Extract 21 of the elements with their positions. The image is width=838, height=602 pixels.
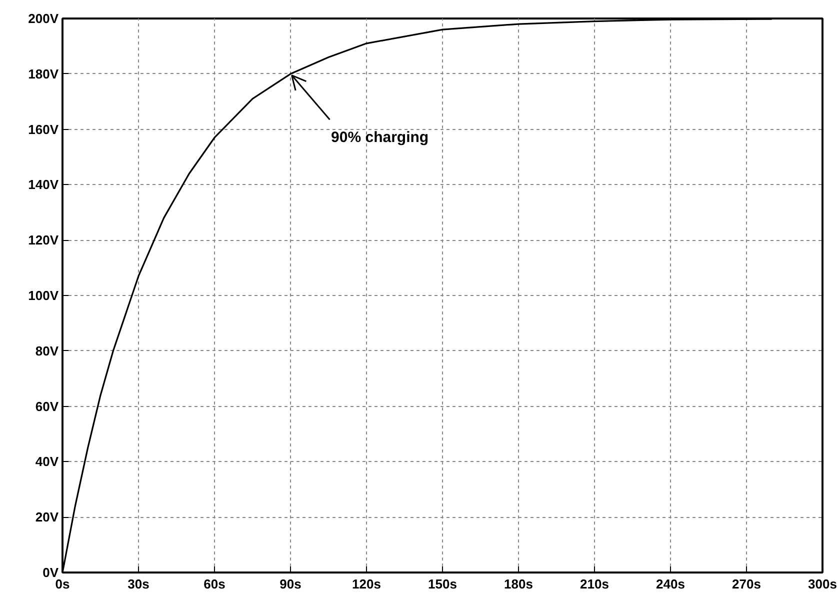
x-tick-label: 30s (128, 576, 150, 592)
y-tick-label: 160V (28, 122, 59, 137)
x-tick-label: 270s (732, 576, 761, 592)
y-tick-label: 180V (28, 66, 59, 82)
x-tick-label: 240s (656, 576, 685, 592)
y-tick-label: 20V (35, 510, 59, 525)
y-tick-label: 60V (35, 398, 59, 414)
x-tick-label: 60s (204, 576, 226, 592)
y-tick-label: 100V (28, 288, 59, 303)
x-tick-label: 90s (280, 576, 302, 592)
x-tick-label: 120s (352, 576, 381, 592)
annotation: 90% charging (331, 129, 429, 146)
x-tick-label: 150s (428, 576, 457, 592)
y-tick-label: 40V (35, 454, 59, 470)
x-tick-label: 210s (580, 576, 609, 592)
y-tick-label: 140V (28, 177, 59, 192)
y-tick-label: 200V (28, 11, 59, 26)
y-tick-label: 120V (28, 232, 59, 248)
y-tick-label: 80V (35, 343, 59, 358)
x-tick-label: 180s (504, 576, 533, 592)
x-tick-label: 300s (808, 576, 837, 592)
